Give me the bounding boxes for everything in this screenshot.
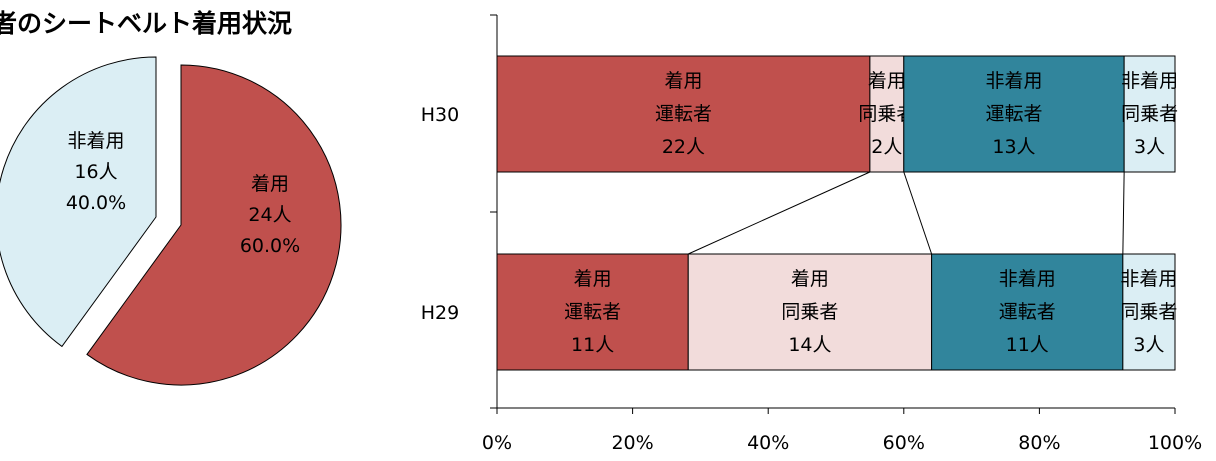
pie-label-percent-0: 60.0% [240,235,300,257]
bar-label-line: 同乗者 [1121,103,1178,125]
x-tick-label: 0% [482,432,512,454]
bar-value-label: 22人 [662,136,705,158]
series-connector-line [688,171,871,255]
bar-segment [1123,55,1176,173]
bar-value-label: 2人 [871,136,902,158]
bar-segment [903,55,1125,173]
bar-label-line: 着用 [791,268,829,290]
bar-label-line: 非着用 [1120,268,1177,290]
category-label: H30 [421,104,459,126]
bar-value-label: 11人 [1006,334,1049,356]
bar-label-line: 着用 [664,70,702,92]
bar-value-label: 13人 [992,136,1035,158]
bar-label-line: 運転者 [655,103,712,125]
pie-slice-1 [0,56,157,348]
bar-label-line: 運転者 [999,301,1056,323]
bar-label-line: 運転者 [564,301,621,323]
pie-slice-0 [86,64,342,386]
series-connector-line [903,171,933,255]
series-connector-line [1122,171,1125,255]
bar-segment [496,253,689,371]
bar-segment [931,253,1124,371]
pie-label-percent-1: 40.0% [66,192,126,214]
bar-label-line: 非着用 [985,70,1042,92]
pie-label-count-0: 24人 [248,204,291,226]
bar-label-line: 運転者 [985,103,1042,125]
bar-value-label: 3人 [1133,334,1164,356]
bar-segment [496,55,871,173]
bar-label-line: 着用 [574,268,612,290]
bar-segment [687,253,933,371]
pie-label-count-1: 16人 [74,161,117,183]
bar-value-label: 3人 [1134,136,1165,158]
x-tick-label: 40% [747,432,789,454]
bar-label-line: 非着用 [999,268,1056,290]
bar-segment [1122,253,1176,371]
bar-label-line: 非着用 [1121,70,1178,92]
pie-label-label-0: 着用 [251,173,289,195]
bar-label-line: 同乗者 [858,103,915,125]
x-tick-label: 80% [1018,432,1060,454]
chart-title: 者のシートベルト着用状況 [0,9,293,38]
bar-value-label: 11人 [571,334,614,356]
pie-chart: 着用 24人 60.0% 非着用 16人 40.0% [0,56,342,386]
bar-label-line: 同乗者 [781,301,838,323]
x-tick-label: 100% [1148,432,1202,454]
bar-label-line: 同乗者 [1120,301,1177,323]
bar-value-label: 14人 [788,334,831,356]
bar-label-line: 着用 [868,70,906,92]
x-tick-label: 20% [611,432,653,454]
pie-label-label-1: 非着用 [67,130,124,152]
category-label: H29 [421,302,459,324]
x-tick-label: 60% [883,432,925,454]
